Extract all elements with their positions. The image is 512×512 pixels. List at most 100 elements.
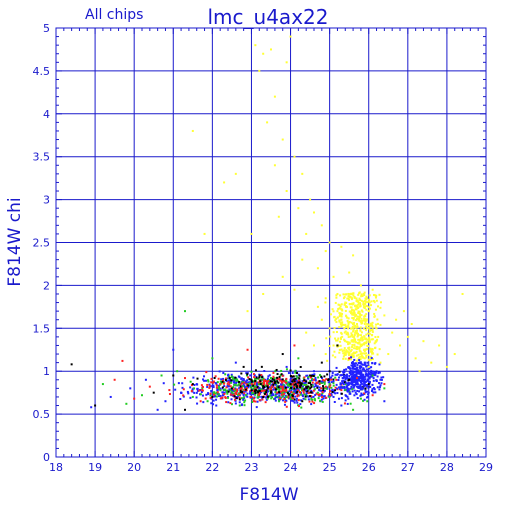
scatter-point	[348, 348, 351, 351]
scatter-point	[358, 361, 361, 364]
scatter-point	[374, 391, 377, 394]
scatter-point	[374, 347, 377, 350]
scatter-point	[343, 353, 346, 356]
scatter-point	[229, 393, 232, 396]
scatter-point	[260, 391, 263, 394]
scatter-point	[265, 393, 268, 396]
scatter-point	[270, 390, 273, 393]
scatter-point	[324, 301, 327, 304]
scatter-point	[344, 399, 347, 402]
scatter-point	[331, 390, 334, 393]
scatter-point	[278, 391, 281, 394]
scatter-point	[334, 386, 337, 389]
scatter-point	[292, 383, 295, 386]
scatter-point	[318, 380, 321, 383]
scatter-point	[357, 303, 360, 306]
scatter-point	[193, 383, 196, 386]
scatter-point	[377, 335, 380, 338]
scatter-point	[340, 308, 343, 311]
scatter-point	[301, 385, 304, 388]
scatter-point	[332, 331, 335, 334]
scatter-point	[314, 383, 317, 386]
scatter-point	[358, 386, 361, 389]
scatter-point	[176, 370, 179, 373]
scatter-point	[342, 383, 345, 386]
scatter-point	[344, 330, 347, 333]
scatter-point	[236, 379, 239, 382]
scatter-point	[235, 382, 238, 385]
scatter-point	[363, 342, 366, 345]
scatter-point	[191, 129, 194, 132]
scatter-point	[353, 334, 356, 337]
scatter-point	[355, 313, 358, 316]
scatter-point	[268, 386, 271, 389]
scatter-point	[232, 378, 235, 381]
scatter-point	[215, 383, 218, 386]
scatter-point	[356, 300, 359, 303]
scatter-point	[332, 378, 335, 381]
scatter-point	[370, 357, 373, 360]
scatter-point	[297, 394, 300, 397]
scatter-point	[307, 395, 310, 398]
scatter-point	[299, 393, 302, 396]
scatter-point	[350, 312, 353, 315]
scatter-point	[237, 375, 240, 378]
scatter-point	[234, 361, 237, 364]
x-tick-label: 27	[401, 461, 415, 474]
scatter-point	[372, 377, 375, 380]
scatter-point	[368, 377, 371, 380]
scatter-point	[361, 368, 364, 371]
scatter-point	[340, 392, 343, 395]
scatter-point	[241, 380, 244, 383]
scatter-point	[354, 339, 357, 342]
scatter-point	[300, 382, 303, 385]
scatter-point	[305, 386, 308, 389]
scatter-point	[327, 381, 330, 384]
scatter-point	[349, 295, 352, 298]
scatter-point	[353, 343, 356, 346]
scatter-point	[355, 345, 358, 348]
scatter-point	[267, 380, 270, 383]
scatter-point	[361, 363, 364, 366]
scatter-point	[219, 397, 222, 400]
scatter-point	[374, 336, 377, 339]
scatter-point	[355, 371, 358, 374]
scatter-point	[373, 315, 376, 318]
scatter-point	[233, 395, 236, 398]
scatter-point	[272, 371, 275, 374]
scatter-point	[368, 380, 371, 383]
scatter-point	[371, 394, 374, 397]
scatter-point	[254, 393, 257, 396]
scatter-point	[204, 379, 207, 382]
scatter-point	[340, 315, 343, 318]
scatter-point	[240, 377, 243, 380]
scatter-point	[294, 395, 297, 398]
y-axis-label: F814W chi	[5, 197, 25, 286]
scatter-point	[234, 172, 237, 175]
scatter-point	[270, 48, 272, 51]
scatter-point	[301, 389, 304, 392]
scatter-point	[276, 378, 279, 381]
scatter-point	[354, 377, 357, 380]
scatter-point	[351, 381, 354, 384]
scatter-point	[296, 383, 299, 386]
scatter-point	[368, 376, 371, 379]
x-tick-label: 25	[323, 461, 337, 474]
scatter-point	[266, 394, 269, 397]
scatter-point	[209, 392, 212, 395]
scatter-point	[339, 388, 342, 391]
scatter-point	[363, 350, 366, 353]
scatter-point	[346, 395, 349, 398]
scatter-point	[285, 395, 288, 398]
scatter-point	[352, 367, 355, 370]
scatter-point	[239, 387, 242, 390]
scatter-point	[333, 391, 336, 394]
scatter-point	[298, 377, 301, 380]
scatter-point	[260, 365, 263, 368]
scatter-point	[311, 377, 314, 380]
scatter-point	[356, 326, 359, 329]
scatter-point	[352, 408, 355, 411]
scatter-point	[361, 310, 364, 313]
scatter-point	[238, 404, 241, 407]
scatter-point	[355, 383, 358, 386]
